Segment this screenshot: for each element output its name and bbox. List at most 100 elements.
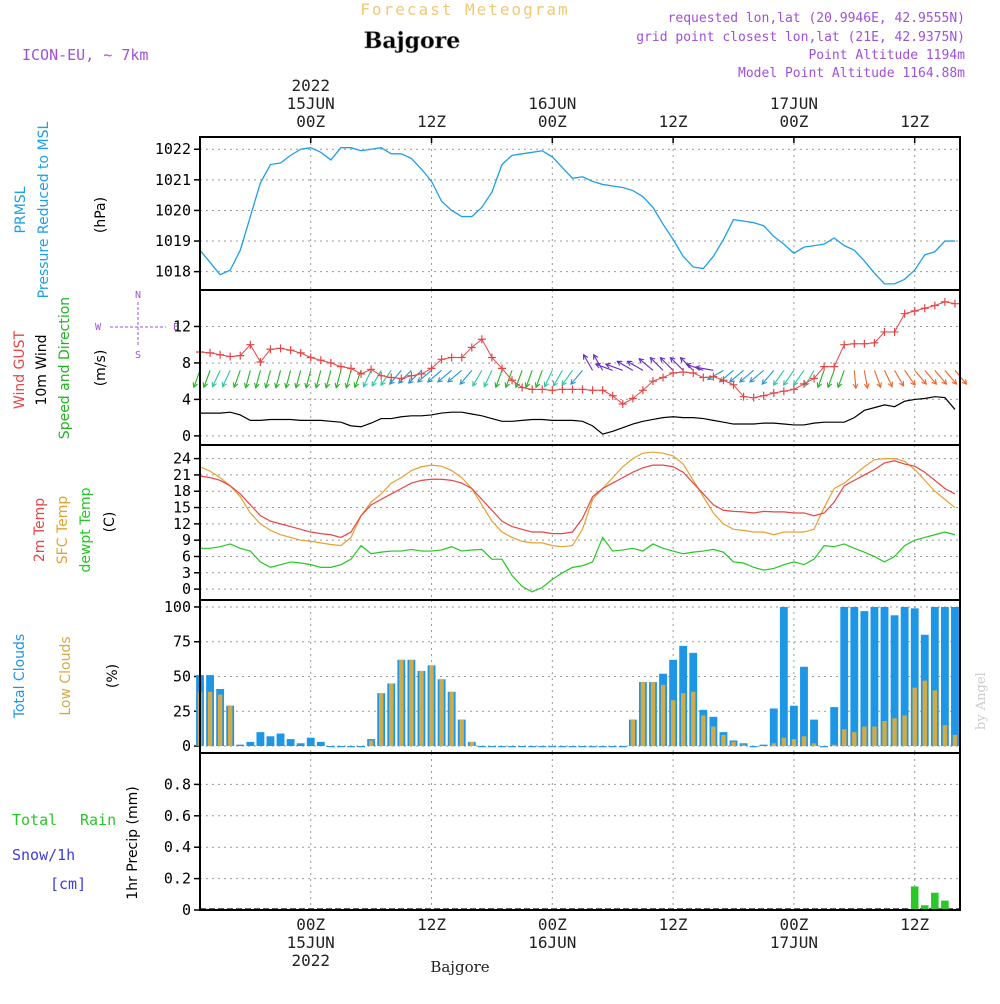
gust-point [789, 385, 798, 394]
wind-dir-arrow [773, 370, 785, 386]
wind-dir-arrowhead [649, 356, 656, 363]
wind-dir-arrow [437, 369, 453, 383]
wind-dir-arrowhead [202, 382, 209, 389]
low-cloud-bar [771, 743, 776, 747]
total-cloud-bar [538, 746, 547, 748]
y-tick-label: 1020 [155, 201, 191, 219]
y-tick-label: 1022 [155, 140, 191, 158]
wind-dir-arrowhead [951, 379, 958, 386]
gust-point [860, 339, 869, 348]
wind-dir-arrow [659, 357, 674, 371]
y-tick-label: 100 [164, 598, 191, 616]
y-tick-label: 9 [182, 531, 191, 549]
low-cloud-bar [439, 679, 444, 747]
total-cloud-bar [850, 606, 859, 747]
gust-point [578, 385, 587, 394]
precip-rain-label: Rain [80, 811, 116, 829]
requested-coords: requested lon,lat (20.9946E, 42.9555N) [668, 11, 965, 26]
y-tick-label: 12 [173, 317, 191, 335]
wind-dir-arrow [749, 369, 765, 383]
y-tick-label: 0 [182, 427, 191, 445]
total-cloud-bar [347, 746, 355, 748]
low-cloud-bar [791, 739, 797, 747]
gust-point [528, 385, 537, 394]
wind-dir-arrow [295, 370, 302, 388]
wind-dir-arrow [363, 370, 372, 387]
wind-dir-arrowhead [961, 379, 968, 386]
gust-point [346, 364, 355, 373]
total-cloud-bar [759, 744, 768, 747]
gust-point [870, 338, 879, 347]
gust-point [558, 385, 567, 394]
gust-point [880, 327, 889, 336]
low-cloud-bar [419, 670, 424, 747]
compass-n: N [135, 290, 141, 301]
wind-dir-arrow [325, 370, 332, 388]
bottom-time-label: 00Z [538, 915, 567, 934]
wind-dir-arrowhead [887, 381, 893, 388]
low-cloud-bar [892, 718, 897, 747]
wind-dir-arrowhead [761, 379, 768, 386]
low-cloud-bar [378, 693, 384, 747]
gust-point [236, 351, 245, 360]
wind-dir-arrowhead [543, 381, 550, 388]
wind-dir-arrow [245, 370, 251, 388]
wind-dir-arrowhead [679, 356, 686, 363]
wind-dir-arrowhead [353, 382, 360, 389]
gust-point [950, 299, 959, 308]
low-cloud-bar [680, 693, 686, 747]
dewpt-line [200, 531, 956, 593]
wind-dir-arrow [305, 370, 312, 388]
wind-dir-arrow [707, 369, 724, 380]
wind-dir-arrow [570, 369, 583, 385]
wind-gust-label: Wind GUST [12, 330, 28, 409]
t2m-label: 2m Temp [32, 498, 48, 562]
total-cloud-bar [548, 746, 557, 748]
top-time-label: 00Z [779, 112, 808, 131]
total-cloud-bar [236, 744, 245, 747]
chart-marks: 1018101910201021102204812036912151821240… [155, 76, 968, 970]
dewpt-label: dewpt Temp [78, 487, 94, 572]
total-cloud-bar [508, 746, 516, 748]
wind-dir-arrowhead [792, 380, 799, 387]
wind-dir-arrow [695, 366, 714, 371]
wind-dir-arrow [483, 370, 493, 387]
gust-line [199, 301, 956, 405]
total-cloud-bar [800, 666, 808, 747]
wind-dir-arrow [459, 369, 473, 385]
gust-point [407, 371, 416, 380]
wind-dir-arrow [371, 370, 382, 387]
wind-dir-arrow [884, 370, 893, 387]
model-label: ICON-EU, ~ 7km [22, 46, 148, 64]
wind-dir-arrow [670, 357, 684, 371]
pressure-label-prmsl: PRMSL [13, 186, 29, 233]
y-tick-label: 1018 [155, 263, 191, 281]
gust-point [769, 389, 778, 398]
rain-bar [941, 900, 949, 910]
low-cloud-bar [952, 734, 958, 747]
wind-dir-arrow [729, 369, 744, 383]
total-cloud-bar [779, 606, 788, 747]
wind-dir-arrow [944, 369, 957, 385]
low-cloud-bar [228, 705, 233, 747]
precip-cm-label: [cm] [50, 875, 86, 893]
gust-point [739, 392, 748, 401]
total-cloud-bar [296, 743, 305, 747]
gust-point [427, 364, 436, 373]
gust-point [689, 368, 698, 377]
gust-point [518, 383, 527, 392]
top-time-label: 12Z [900, 112, 929, 131]
rain-bar [910, 886, 919, 910]
low-cloud-bar [781, 737, 787, 747]
wind-dir-arrowhead [232, 382, 239, 389]
wind-dir-arrow [616, 360, 634, 371]
total-cloud-bar [558, 746, 567, 748]
y-tick-label: 6 [182, 547, 191, 565]
low-cloud-bar [691, 691, 696, 747]
total-cloud-bar [951, 606, 959, 747]
low-cloud-bar [459, 719, 464, 747]
wind-dir-arrowhead [426, 377, 433, 383]
sfc-temp-line [199, 451, 956, 548]
total-cloud-bar [487, 746, 496, 748]
gust-point [930, 301, 939, 310]
